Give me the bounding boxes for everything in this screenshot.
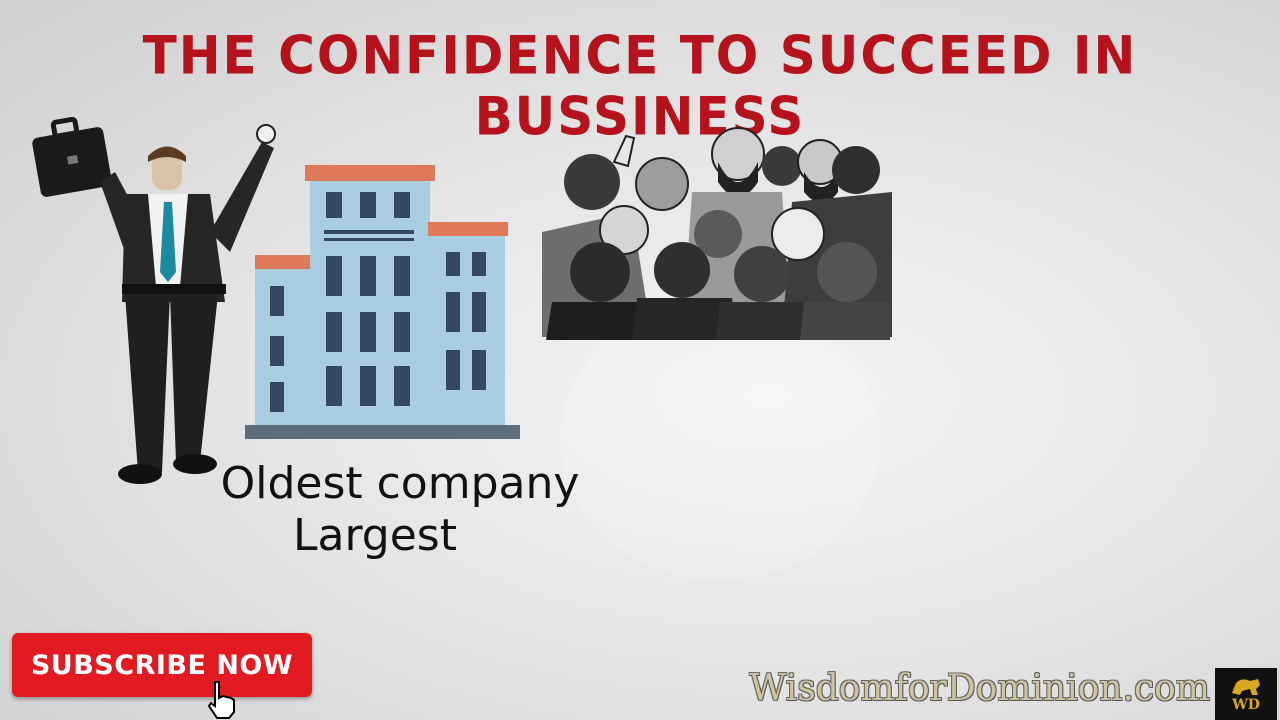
subscribe-button-label: SUBSCRIBE NOW [30, 649, 294, 681]
lion-icon [1232, 679, 1260, 695]
crowd-icon [542, 127, 892, 340]
hand-cursor-icon [207, 681, 235, 719]
caption-oldest-company: Oldest company [220, 458, 580, 509]
site-watermark: WisdomforDominion.com [749, 668, 1210, 709]
page-title: THE CONFIDENCE TO SUCCEED IN BUSSINESS [142, 25, 1138, 147]
businessman-icon [32, 116, 276, 484]
caption-largest: Largest [293, 510, 457, 561]
office-building-icon [245, 165, 520, 439]
subscribe-button[interactable]: SUBSCRIBE NOW [12, 633, 312, 697]
channel-logo: WD [1215, 668, 1277, 720]
logo-text: WD [1232, 697, 1260, 713]
background-watermark [560, 300, 880, 580]
